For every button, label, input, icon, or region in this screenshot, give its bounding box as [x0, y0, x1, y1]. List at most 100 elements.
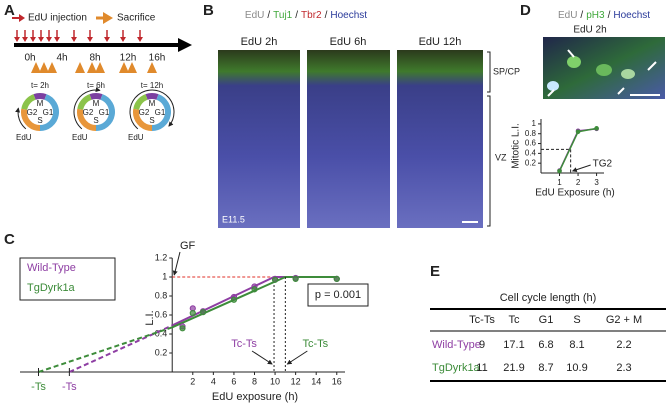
- phase-label: G2: [27, 108, 38, 117]
- injection-arrow: [71, 37, 77, 42]
- cycle-phase: [77, 94, 92, 110]
- sacrifice-arrow: [127, 62, 137, 73]
- cycle-phase: [77, 108, 97, 131]
- stage-label: E11.5: [222, 214, 245, 224]
- sacrifice-arrow: [75, 62, 85, 73]
- stain-name: Hoechst: [613, 10, 650, 21]
- y-tick-label: 1.2: [155, 252, 168, 262]
- edu-label: EdU: [72, 133, 88, 142]
- sacrifice-arrow: [47, 62, 57, 73]
- injection-arrow: [30, 37, 36, 42]
- layer-label: VZ: [495, 152, 507, 162]
- cycle-phase: [145, 93, 159, 100]
- x-tick-label: 14: [311, 376, 321, 386]
- table-header: S: [573, 314, 580, 326]
- table-cell: 17.1: [503, 339, 524, 351]
- x-tick-label: 6: [231, 376, 236, 386]
- row-label: Wild-Type: [432, 339, 481, 351]
- phase-label: M: [93, 99, 100, 108]
- legend-label: Wild-Type: [27, 262, 76, 274]
- separator: /: [580, 10, 583, 21]
- phase-label: M: [37, 99, 44, 108]
- injection-arrow: [38, 37, 44, 42]
- edu-arc: [129, 89, 175, 130]
- sacrifice-arrow: [31, 62, 41, 73]
- cycle-time: t= 6h: [87, 81, 105, 90]
- x-axis-title: EdU Exposure (h): [535, 188, 614, 199]
- data-point: [575, 129, 581, 135]
- stain-name: Tbr2: [301, 10, 322, 21]
- tc-ts-label: Tc-Ts: [231, 338, 257, 350]
- cycle-phase: [21, 94, 36, 110]
- x-tick-label: 8: [252, 376, 257, 386]
- phase-label: S: [37, 116, 42, 125]
- table-cell: 9: [479, 339, 485, 351]
- cell: [547, 81, 559, 91]
- panel-label: B: [203, 2, 214, 19]
- column-label: EdU 6h: [330, 36, 367, 48]
- cell: [596, 64, 612, 76]
- stain-name: pH3: [586, 10, 605, 21]
- tc-ts-label: Tc-Ts: [303, 338, 329, 350]
- cell: [567, 56, 581, 68]
- legend-label: Sacrifice: [117, 13, 156, 24]
- table-cell: 2.3: [616, 362, 631, 374]
- y-tick-label: 0.2: [525, 158, 537, 167]
- stain-title: EdU / Tuj1/Tbr2/Hoechst: [245, 10, 367, 21]
- annotation-arrow: [172, 251, 181, 276]
- cycle-phase: [33, 93, 47, 100]
- separator: /: [325, 10, 328, 21]
- y-tick-label: 0.2: [155, 347, 168, 357]
- table-cell: 8.7: [538, 362, 553, 374]
- table-cell: 2.2: [616, 339, 631, 351]
- edu-arc: [15, 107, 27, 130]
- row-label: TgDyrk1a: [432, 362, 481, 374]
- threshold-label: TG2: [593, 159, 613, 170]
- edu-arc: [73, 87, 101, 130]
- phase-label: G1: [155, 108, 166, 117]
- table-cell: 10.9: [566, 362, 587, 374]
- image-label: EdU 2h: [573, 25, 606, 36]
- annotation-arrow: [251, 350, 273, 365]
- cycle-phase: [133, 94, 148, 110]
- legend-icon: [103, 12, 113, 24]
- data-point: [333, 275, 340, 282]
- stain-name: EdU: [245, 10, 264, 21]
- table-cell: 6.8: [538, 339, 553, 351]
- table-cell: 8.1: [569, 339, 584, 351]
- time-label: 8h: [89, 53, 100, 64]
- y-tick-label: 0.4: [155, 328, 168, 338]
- data-point: [557, 168, 562, 174]
- timeline-head: [178, 38, 192, 52]
- phase-label: S: [93, 116, 98, 125]
- x-tick-label: 12: [291, 376, 301, 386]
- table-cell: 21.9: [503, 362, 524, 374]
- cycle-phase: [39, 94, 59, 131]
- time-label: 16h: [149, 53, 166, 64]
- edu-label: EdU: [128, 133, 144, 142]
- table-header: G2 + M: [606, 314, 642, 326]
- cycle-time: t= 12h: [141, 81, 163, 90]
- sacrifice-arrow: [95, 62, 105, 73]
- ts-label: -Ts: [62, 381, 77, 393]
- phase-label: M: [149, 99, 156, 108]
- column-label: EdU 12h: [419, 36, 462, 48]
- y-tick-label: 1: [162, 271, 167, 281]
- sacrifice-arrow: [147, 62, 157, 73]
- annotation: GF: [180, 240, 196, 252]
- time-label: 12h: [120, 53, 137, 64]
- data-point: [189, 310, 196, 317]
- injection-arrow: [137, 37, 143, 42]
- edu-label: EdU: [16, 133, 32, 142]
- legend-icon: [19, 14, 25, 22]
- legend-box: [19, 257, 116, 301]
- data-point: [230, 296, 238, 303]
- p-value: p = 0.001: [315, 289, 361, 301]
- annotation-arrow: [286, 350, 308, 365]
- phase-label: G2: [83, 108, 94, 117]
- sacrifice-arrow: [119, 62, 129, 73]
- p-box: [307, 283, 369, 307]
- table-cell: 11: [476, 362, 487, 374]
- data-point: [292, 275, 299, 282]
- y-tick-label: 0.6: [155, 309, 168, 319]
